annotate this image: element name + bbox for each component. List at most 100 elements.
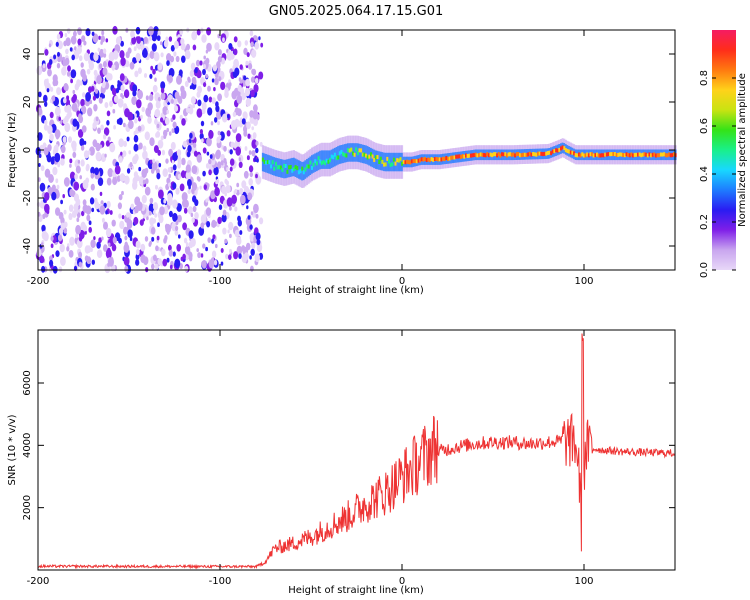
spectrogram-noise-cell <box>180 89 187 100</box>
spectrogram-noise-cell <box>220 261 224 266</box>
spectrogram-trace-cell <box>394 161 397 166</box>
spectrogram-noise-cell <box>148 26 154 36</box>
spectrogram-noise-cell <box>133 134 139 143</box>
spectrogram-noise-cell <box>124 235 128 241</box>
spectrogram-noise-cell <box>248 150 252 155</box>
spectrogram-trace-cell <box>597 153 600 158</box>
spectrogram-noise-cell <box>208 130 214 139</box>
spectrogram-noise-cell <box>135 52 141 62</box>
spectrogram-noise-cell <box>166 230 170 235</box>
spectrogram-noise-cell <box>185 164 191 173</box>
spectrogram-trace-cell <box>538 151 541 156</box>
spectrogram-noise-cell <box>148 203 155 213</box>
spectrogram-noise-cell <box>188 138 192 144</box>
spectrogram-trace-band <box>311 155 313 174</box>
spectrogram-trace-cell <box>551 149 554 154</box>
spectrogram-noise-cell <box>133 143 139 152</box>
spectrogram-trace-cell <box>520 153 523 158</box>
spectrogram-noise-cell <box>73 181 80 191</box>
spectrogram-trace-cell <box>358 148 361 153</box>
spectrogram-noise-cell <box>169 264 173 270</box>
spectrogram-noise-cell <box>205 163 210 169</box>
spectrogram-trace-cell <box>283 163 286 168</box>
spectrogram-trace-cell <box>542 152 544 157</box>
spectrogram-noise-cell <box>102 61 107 68</box>
spectrogram-noise-cell <box>57 234 63 242</box>
spectrogram-trace-cell <box>591 152 594 157</box>
spectrogram-noise-cell <box>169 55 175 63</box>
spectrogram-noise-cell <box>249 171 253 178</box>
spectrogram-noise-cell <box>49 99 53 104</box>
spectrogram-noise-cell <box>202 147 207 154</box>
spectrogram-noise-cell <box>60 217 65 225</box>
spectrogram-noise-cell <box>104 102 109 109</box>
spectrogram-noise-cell <box>220 81 226 91</box>
spectrogram-noise-cell <box>196 176 200 181</box>
spectrogram-trace-band <box>392 152 395 172</box>
spectrogram-trace-cell <box>299 169 302 174</box>
spectrogram-noise-cell <box>117 202 122 210</box>
spectrogram-noise-cell <box>129 162 133 168</box>
spectrogram-noise-cell <box>91 31 95 36</box>
colorbar-scale <box>712 30 736 270</box>
spectrogram-trace-cell <box>370 152 372 157</box>
spectrogram-trace-cell <box>540 151 543 156</box>
spectrogram-noise-cell <box>244 87 251 97</box>
spectrogram-noise-cell <box>68 250 74 258</box>
spectrogram-noise-cell <box>125 60 130 68</box>
spectrogram-noise-cell <box>88 226 92 233</box>
spectrogram-trace-band <box>391 152 394 172</box>
spectrogram-noise-cell <box>200 120 205 127</box>
spectrogram-noise-cell <box>156 172 161 180</box>
spectrogram-noise-cell <box>238 161 243 168</box>
spectrogram-noise-cell <box>90 85 95 92</box>
spectrogram-noise-cell <box>166 60 170 66</box>
spectrogram-noise-cell <box>246 155 250 161</box>
spectrogram-noise-cell <box>187 76 191 82</box>
spectrogram-noise-cell <box>60 145 66 154</box>
spectrogram-noise-cell <box>48 174 54 183</box>
spectrogram-noise-cell <box>205 74 208 79</box>
spectrogram-noise-cell <box>98 35 101 40</box>
spectrogram-trace-cell <box>537 151 539 156</box>
spectrogram-trace-cell <box>505 153 508 158</box>
spectrogram-trace-cell <box>289 165 292 169</box>
spectrogram-trace-cell <box>333 152 336 157</box>
spectrogram-noise-cell <box>121 215 125 220</box>
spectrogram-trace-cell <box>337 155 340 160</box>
spectrogram-noise-cell <box>135 259 140 266</box>
spectrogram-trace-cell <box>465 153 467 158</box>
spectrogram-noise-cell <box>132 181 138 190</box>
spectrogram-noise-cell <box>213 166 219 176</box>
spectrogram-trace-cell <box>330 154 333 159</box>
spectrogram-noise-cell <box>217 216 222 225</box>
spectrogram-trace-cell <box>440 157 443 162</box>
spectrogram-noise-cell <box>130 203 135 210</box>
spectrogram-trace-cell <box>640 153 643 158</box>
snr-panel: -200 -100 0 100 2000 4000 6000 Height of strai… <box>7 329 676 596</box>
spectrogram-noise-cell <box>115 87 120 94</box>
spectrogram-noise-cell <box>175 225 179 231</box>
spectrogram-trace-cell <box>288 165 291 170</box>
spectrogram-noise-cell <box>256 239 261 246</box>
spectrogram-noise-cell <box>206 151 210 156</box>
spectrogram-noise-cell <box>237 84 242 92</box>
spectrogram-noise-cell <box>40 255 45 264</box>
spectrogram-noise-cell <box>48 59 53 65</box>
spectrogram-noise-cell <box>101 217 105 223</box>
spectrogram-noise-cell <box>82 199 87 206</box>
spectrogram-trace-band <box>374 150 377 169</box>
spectrogram-noise-cell <box>252 110 259 120</box>
spectrogram-trace-cell <box>374 155 377 160</box>
spectrogram-noise-cell <box>236 108 242 117</box>
spectrogram-noise-cell <box>233 144 237 149</box>
spectrogram-noise-cell <box>89 146 95 156</box>
snr-xtick-label: -100 <box>209 576 232 587</box>
spectrogram-noise-cell <box>196 28 201 36</box>
spectrogram-trace-cell <box>661 152 664 157</box>
spectrogram-noise-cell <box>69 47 73 52</box>
spectrogram-noise-cell <box>51 157 55 164</box>
spectrogram-noise-cell <box>226 167 229 171</box>
spectrogram-noise-cell <box>127 229 133 238</box>
